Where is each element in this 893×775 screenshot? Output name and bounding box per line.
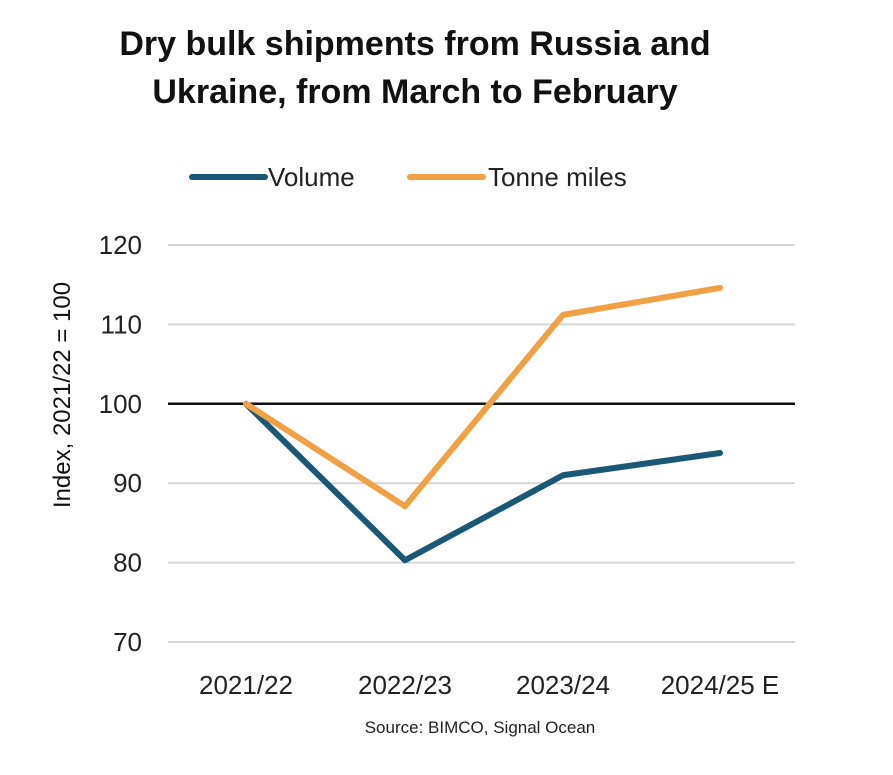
y-axis-label: Index, 2021/22 = 100 xyxy=(49,282,76,508)
x-tick-label: 2024/25 E xyxy=(661,670,780,700)
y-tick-label: 70 xyxy=(113,627,142,657)
legend-label-volume: Volume xyxy=(268,162,355,192)
series-lines xyxy=(243,284,723,564)
chart-title-line-1: Dry bulk shipments from Russia and xyxy=(119,25,711,63)
x-tick-label: 2021/22 xyxy=(199,670,293,700)
x-tick-label: 2023/24 xyxy=(516,670,610,700)
x-tick-label: 2022/23 xyxy=(358,670,452,700)
y-tick-label: 120 xyxy=(99,230,142,260)
y-axis-ticks: 120 110 100 90 80 70 xyxy=(99,230,142,657)
y-tick-label: 100 xyxy=(99,389,142,419)
legend: Volume Tonne miles xyxy=(189,162,627,192)
source-note: Source: BIMCO, Signal Ocean xyxy=(365,718,596,737)
series-line-volume xyxy=(243,400,723,564)
x-axis-ticks: 2021/22 2022/23 2023/24 2024/25 E xyxy=(199,670,779,700)
y-tick-label: 80 xyxy=(113,548,142,578)
chart-title: Dry bulk shipments from Russia and Ukrai… xyxy=(0,20,830,116)
series-line-tonne-miles xyxy=(243,284,723,510)
y-tick-label: 110 xyxy=(101,309,142,339)
gridlines xyxy=(168,244,795,643)
y-tick-label: 90 xyxy=(113,468,142,498)
legend-label-tonne-miles: Tonne miles xyxy=(488,162,627,192)
chart-title-line-2: Ukraine, from March to February xyxy=(152,73,678,111)
